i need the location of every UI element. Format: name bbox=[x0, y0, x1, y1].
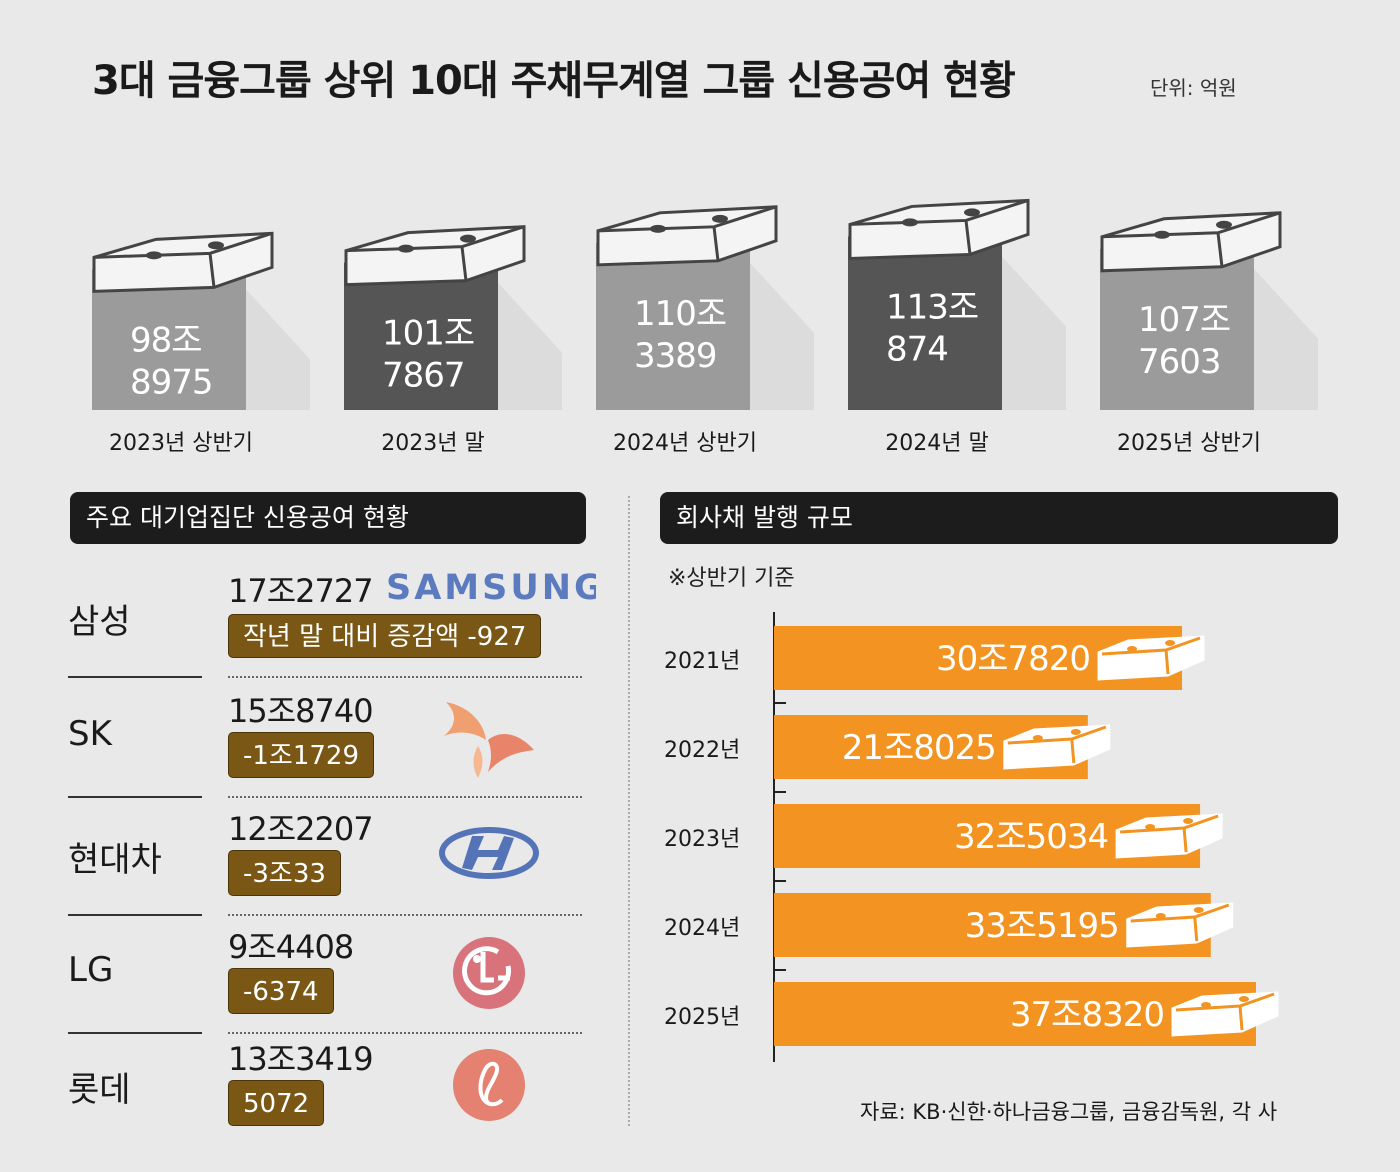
groups-section-header: 주요 대기업집단 신용공여 현황 bbox=[70, 492, 586, 544]
bond-value-label: 37조8320 bbox=[1010, 995, 1164, 1035]
bar-category-label: 2024년 상반기 bbox=[613, 431, 757, 456]
bond-year-label: 2023년 bbox=[664, 827, 740, 852]
group-row-sk: SK 15조8740 -1조1729 bbox=[68, 686, 588, 804]
bar-shadow bbox=[1254, 268, 1318, 410]
bar-value-label: 3389 bbox=[634, 336, 717, 376]
group-credit-value: 17조2727 bbox=[228, 572, 374, 610]
group-credit-value: 15조8740 bbox=[228, 692, 374, 730]
row-divider bbox=[68, 676, 202, 678]
bar-value-label: 110조 bbox=[634, 294, 726, 334]
bar-category-label: 2025년 상반기 bbox=[1117, 431, 1261, 456]
samsung-logo-text: SAMSUNG bbox=[386, 568, 596, 606]
bond-year-label: 2025년 bbox=[664, 1005, 740, 1030]
bar-category-label: 2024년 말 bbox=[885, 431, 988, 456]
bar-body bbox=[848, 236, 1002, 410]
bar-shadow bbox=[750, 262, 814, 410]
bond-year-label: 2022년 bbox=[664, 738, 740, 763]
bond-bar-2: 32조5034 bbox=[774, 804, 1223, 868]
bar-shadow bbox=[498, 282, 562, 410]
group-name: LG bbox=[68, 950, 114, 990]
bar-category-label: 2023년 상반기 bbox=[109, 431, 253, 456]
unit-label: 단위: 억원 bbox=[1150, 76, 1237, 100]
lotte-logo bbox=[450, 1046, 528, 1128]
bond-year-label: 2021년 bbox=[664, 649, 740, 674]
bar-value-label: 107조 bbox=[1138, 300, 1230, 340]
hyundai-logo bbox=[438, 826, 540, 884]
bar-value-label: 8975 bbox=[130, 362, 213, 402]
group-name: 삼성 bbox=[68, 602, 131, 642]
bond-value-label: 33조5195 bbox=[965, 906, 1119, 946]
row-divider-dotted bbox=[228, 796, 582, 798]
group-change-badge: -1조1729 bbox=[228, 732, 375, 778]
page-title: 3대 금융그룹 상위 10대 주채무계열 그룹 신용공여 현황 bbox=[92, 58, 1016, 104]
bar-body bbox=[1100, 248, 1254, 410]
group-row-samsung: 삼성 17조2727 작년 말 대비 증감액 -927 SAMSUNG bbox=[68, 566, 603, 684]
bar-body bbox=[344, 262, 498, 410]
bond-value-label: 32조5034 bbox=[954, 817, 1108, 857]
row-divider bbox=[68, 1032, 202, 1034]
section-divider bbox=[628, 496, 630, 1126]
row-divider-dotted bbox=[228, 914, 582, 916]
group-credit-value: 13조3419 bbox=[228, 1040, 374, 1078]
bonds-section-header: 회사채 발행 규모 bbox=[660, 492, 1338, 544]
bond-bar-1: 21조8025 bbox=[774, 715, 1111, 779]
samsung-logo: SAMSUNG bbox=[386, 566, 603, 610]
group-name: SK bbox=[68, 714, 112, 754]
sk-logo bbox=[438, 700, 538, 784]
group-change-badge: -6374 bbox=[228, 968, 334, 1014]
group-credit-value: 9조4408 bbox=[228, 928, 354, 966]
bar-value-label: 98조 bbox=[130, 320, 202, 360]
bond-bar-4: 37조8320 bbox=[774, 982, 1279, 1046]
group-row-lg: LG 9조4408 -6374 bbox=[68, 922, 588, 1040]
group-name: 롯데 bbox=[68, 1070, 131, 1110]
group-row-lotte: 롯데 13조3419 5072 bbox=[68, 1034, 588, 1152]
bond-bar-3: 33조5195 bbox=[774, 893, 1234, 957]
bar-value-label: 113조 bbox=[886, 287, 978, 327]
bar-value-label: 7603 bbox=[1138, 342, 1221, 382]
group-change-badge: 5072 bbox=[228, 1080, 325, 1126]
row-divider bbox=[68, 796, 202, 798]
bond-bar-0: 30조7820 bbox=[774, 626, 1205, 690]
bar-shadow bbox=[1002, 256, 1066, 410]
bond-value-label: 21조8025 bbox=[842, 728, 996, 768]
bar-value-label: 7867 bbox=[382, 356, 465, 396]
bond-bar-chart: 30조7820 2021년 21조8025 2022년 32조5034 2023년 33조5… bbox=[664, 612, 1279, 1062]
bond-value-label: 30조7820 bbox=[936, 639, 1090, 679]
row-divider-dotted bbox=[228, 1032, 582, 1034]
bar-shadow bbox=[246, 289, 310, 410]
group-row-hyundai: 현대차 12조2207 -3조33 bbox=[68, 804, 588, 922]
source-note: 자료: KB·신한·하나금융그룹, 금융감독원, 각 사 bbox=[860, 1100, 1278, 1124]
bar-body bbox=[596, 242, 750, 410]
group-change-badge: -3조33 bbox=[228, 850, 341, 896]
bar-value-label: 874 bbox=[886, 329, 948, 369]
bond-year-label: 2024년 bbox=[664, 916, 740, 941]
row-divider-dotted bbox=[228, 676, 582, 678]
group-credit-value: 12조2207 bbox=[228, 810, 374, 848]
bonds-note: ※상반기 기준 bbox=[668, 566, 795, 591]
bar-body bbox=[92, 269, 246, 410]
lg-logo bbox=[450, 934, 528, 1016]
row-divider bbox=[68, 914, 202, 916]
group-name: 현대차 bbox=[68, 840, 162, 880]
bar-category-label: 2023년 말 bbox=[381, 431, 484, 456]
bar-value-label: 101조 bbox=[382, 314, 474, 354]
group-change-badge: 작년 말 대비 증감액 -927 bbox=[228, 614, 542, 658]
